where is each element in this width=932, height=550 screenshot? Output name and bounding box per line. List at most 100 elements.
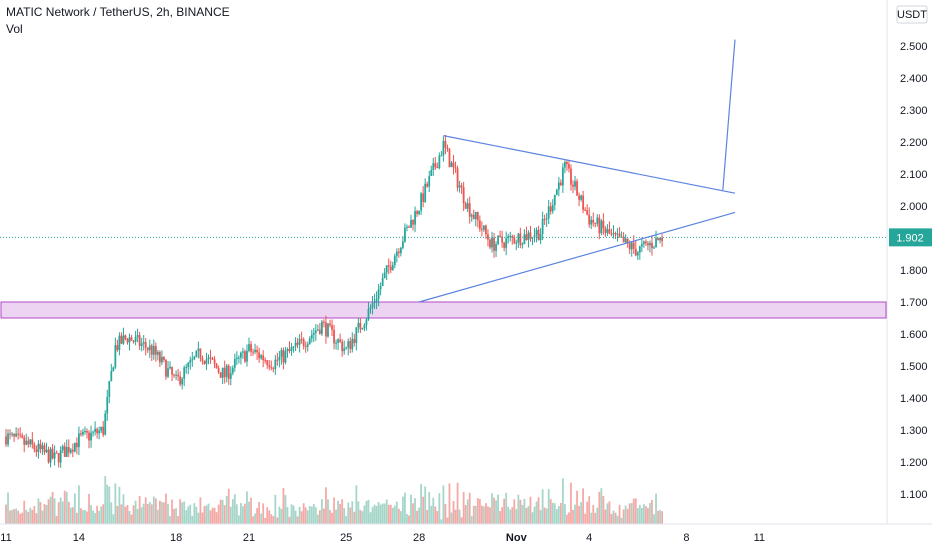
support-zone-box[interactable] — [0, 301, 887, 319]
currency-badge[interactable] — [896, 5, 928, 24]
volume-bar — [529, 496, 532, 524]
volume-bar — [63, 490, 66, 524]
candle-body — [75, 442, 78, 448]
volume-bar — [480, 505, 483, 524]
candle-body — [140, 343, 143, 347]
volume-bar — [114, 483, 117, 524]
volume-bar — [47, 499, 50, 524]
support-zone — [0, 301, 887, 319]
breakout-projection-line[interactable] — [722, 39, 736, 191]
candle-body — [462, 187, 465, 204]
volume-bar — [545, 508, 548, 524]
volume-bar — [351, 501, 354, 524]
volume-bar — [564, 504, 566, 524]
volume-bar — [513, 499, 516, 524]
candle-body — [381, 278, 384, 287]
volume-bar — [440, 519, 443, 524]
candle-body — [568, 164, 570, 169]
volume-bar — [612, 510, 615, 524]
candle-body — [602, 220, 605, 229]
candle-body — [15, 433, 18, 437]
volume-bar — [108, 486, 111, 524]
volume-bar — [128, 510, 131, 524]
candle-body — [355, 327, 358, 344]
volume-bar — [140, 507, 143, 524]
candle-body — [159, 352, 161, 363]
candle-body — [600, 220, 603, 234]
candle-body — [167, 368, 169, 377]
volume-bar — [661, 511, 663, 524]
candle-body — [418, 210, 420, 215]
candle-body — [252, 351, 254, 353]
volume-bar — [21, 512, 24, 524]
candle-body — [314, 330, 317, 333]
candle-body — [442, 140, 445, 156]
triangle-lower-trendline[interactable] — [418, 211, 736, 303]
candle-body — [191, 359, 194, 361]
triangle-upper-trendline[interactable] — [443, 135, 736, 194]
y-tick-label: 2.300 — [900, 105, 928, 117]
candle-body — [357, 322, 360, 328]
candle-body — [430, 169, 433, 177]
volume-bar — [430, 505, 433, 524]
volume-bar — [497, 494, 499, 524]
candle-body — [404, 227, 406, 242]
volume-bar — [280, 508, 283, 524]
volume-bar — [173, 508, 175, 524]
candle-body — [33, 444, 36, 450]
volume-bar — [553, 503, 556, 524]
candle-body — [610, 233, 613, 235]
volume-bar — [100, 506, 103, 524]
volume-bar — [254, 513, 256, 524]
volume-bar — [225, 495, 228, 524]
volume-indicator-label[interactable]: Vol — [6, 22, 23, 36]
volume-bar — [306, 510, 309, 524]
candle-body — [377, 289, 380, 299]
volume-bar — [163, 502, 165, 524]
candle-body — [373, 301, 376, 304]
candle-body — [31, 439, 34, 445]
volume-bar — [628, 503, 631, 524]
candle-body — [440, 155, 443, 157]
volume-bar — [250, 497, 252, 524]
volume-bar — [205, 505, 208, 524]
candle-body — [142, 342, 145, 344]
volume-bar — [248, 501, 250, 524]
candle-body — [584, 209, 587, 211]
volume-bar — [636, 508, 639, 524]
volume-bar — [645, 506, 647, 524]
volume-bar — [622, 509, 625, 524]
volume-bar — [73, 493, 76, 524]
volume-bar — [408, 515, 410, 524]
volume-bar — [456, 482, 459, 524]
volume-bar — [150, 504, 153, 524]
candle-body — [649, 242, 651, 246]
candle-body — [389, 266, 392, 271]
candle-body — [23, 437, 26, 445]
volume-bar — [399, 511, 402, 524]
candle-body — [207, 357, 210, 360]
candle-body — [365, 319, 368, 325]
candle-body — [13, 433, 15, 437]
x-tick-label: Nov — [506, 532, 528, 544]
candle-body — [464, 203, 467, 209]
volume-bar — [600, 488, 603, 524]
candle-body — [296, 342, 299, 345]
volume-bar — [377, 502, 380, 524]
candle-body — [632, 242, 635, 249]
volume-bar — [389, 504, 392, 524]
volume-bar — [511, 507, 514, 524]
candle-body — [82, 431, 84, 435]
volume-bar — [422, 496, 425, 524]
candle-body — [244, 351, 246, 362]
candle-body — [47, 449, 50, 463]
candle-body — [616, 233, 619, 235]
volume-bar — [321, 499, 323, 524]
volume-bar — [515, 509, 518, 524]
volume-bar — [572, 509, 574, 524]
candle-body — [645, 241, 647, 244]
volume-bar — [343, 508, 346, 524]
candle-body — [535, 229, 538, 236]
